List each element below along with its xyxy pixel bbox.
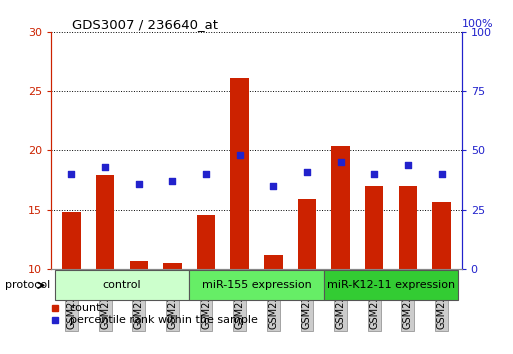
Text: protocol: protocol bbox=[5, 280, 50, 290]
Point bbox=[303, 169, 311, 175]
Bar bbox=[62, 212, 81, 269]
Bar bbox=[197, 216, 215, 269]
Point bbox=[168, 178, 176, 184]
Text: miR-K12-11 expression: miR-K12-11 expression bbox=[327, 280, 455, 290]
Point bbox=[202, 171, 210, 177]
Point bbox=[67, 171, 75, 177]
Point bbox=[370, 171, 379, 177]
Bar bbox=[432, 202, 451, 269]
Bar bbox=[298, 199, 316, 269]
Bar bbox=[264, 255, 283, 269]
Text: GDS3007 / 236640_at: GDS3007 / 236640_at bbox=[72, 18, 218, 31]
FancyBboxPatch shape bbox=[55, 270, 189, 300]
Text: percentile rank within the sample: percentile rank within the sample bbox=[70, 315, 258, 325]
Bar bbox=[399, 186, 417, 269]
Text: control: control bbox=[103, 280, 141, 290]
Point bbox=[438, 171, 446, 177]
Point bbox=[269, 183, 278, 189]
Text: 100%: 100% bbox=[462, 19, 494, 29]
Text: miR-155 expression: miR-155 expression bbox=[202, 280, 311, 290]
Point bbox=[337, 159, 345, 165]
Bar bbox=[129, 261, 148, 269]
Bar bbox=[163, 263, 182, 269]
Point bbox=[101, 164, 109, 170]
Bar bbox=[96, 175, 114, 269]
FancyBboxPatch shape bbox=[324, 270, 458, 300]
Text: count: count bbox=[70, 303, 101, 313]
Point bbox=[404, 162, 412, 167]
FancyBboxPatch shape bbox=[189, 270, 324, 300]
Point bbox=[235, 152, 244, 158]
Bar bbox=[230, 78, 249, 269]
Bar bbox=[331, 145, 350, 269]
Bar bbox=[365, 186, 384, 269]
Point bbox=[134, 181, 143, 186]
